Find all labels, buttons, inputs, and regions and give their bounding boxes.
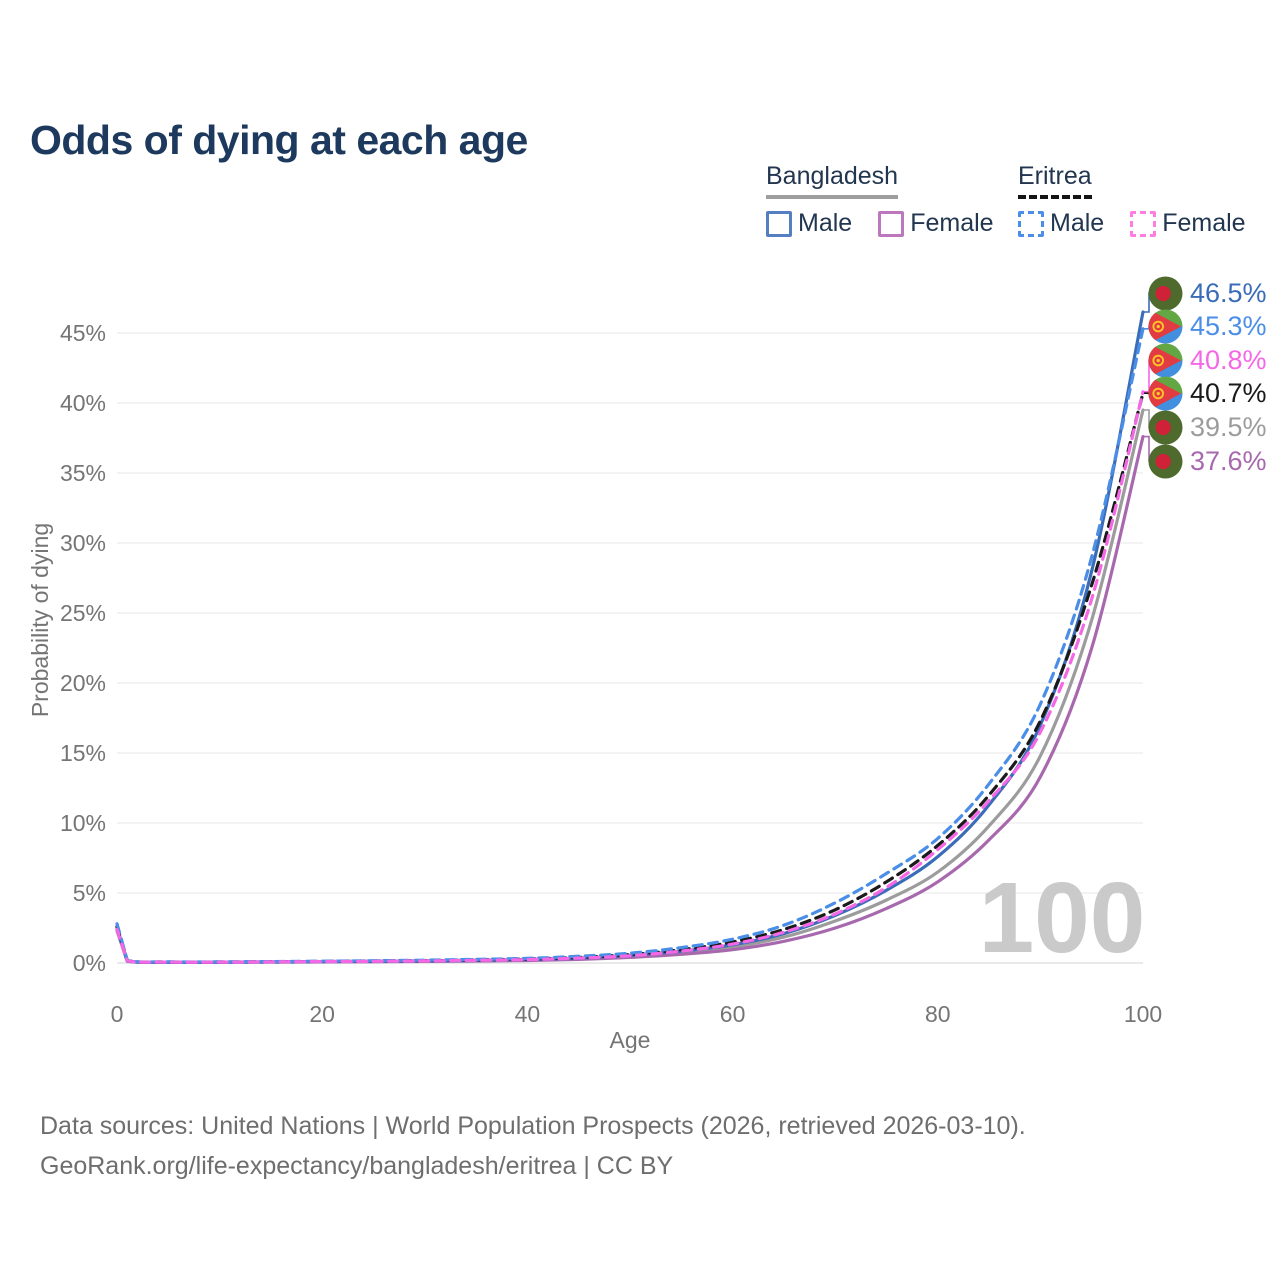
legend-item-bangladesh-female[interactable]: Female — [878, 209, 994, 238]
legend-item-label: Female — [1162, 209, 1246, 237]
y-axis-tick-label: 45% — [60, 320, 106, 346]
page-title: Odds of dying at each age — [30, 117, 528, 164]
x-axis-tick-label: 40 — [515, 1001, 541, 1027]
end-label-eritrea-male: 45.3% — [1148, 309, 1267, 345]
hover-age-watermark: 100 — [979, 862, 1146, 974]
legend-item-eritrea-male[interactable]: Male — [1018, 209, 1104, 238]
x-axis-tick-label: 100 — [1124, 1001, 1162, 1027]
y-axis-tick-label: 15% — [60, 740, 106, 766]
legend-item-bangladesh-male[interactable]: Male — [766, 209, 852, 238]
bangladesh-female-swatch-icon — [878, 210, 905, 237]
legend-row-eritrea: Male Female — [1018, 209, 1246, 238]
flag-eritrea-icon — [1148, 343, 1183, 378]
end-label-value: 39.5% — [1190, 411, 1267, 442]
legend-group-bangladesh: Bangladesh Male Female — [766, 162, 994, 238]
y-axis-tick-label: 40% — [60, 390, 106, 416]
end-label-eritrea-female: 40.8% — [1148, 342, 1267, 378]
flag-bangladesh-icon — [1148, 410, 1183, 445]
legend-row-bangladesh: Male Female — [766, 209, 994, 238]
legend-group-eritrea: Eritrea Male Female — [1018, 162, 1246, 238]
x-axis-tick-label: 20 — [309, 1001, 335, 1027]
end-label-value: 46.5% — [1190, 277, 1267, 308]
flag-eritrea-icon — [1148, 376, 1183, 411]
y-axis-tick-label: 10% — [60, 810, 106, 836]
footer-data-sources: Data sources: United Nations | World Pop… — [40, 1112, 1026, 1140]
end-label-value: 45.3% — [1190, 311, 1267, 342]
y-axis-title: Probability of dying — [27, 523, 53, 717]
y-axis-tick-label: 30% — [60, 530, 106, 556]
legend-item-label: Male — [798, 209, 853, 237]
footer: Data sources: United Nations | World Pop… — [40, 1106, 1026, 1186]
y-axis-tick-label: 25% — [60, 600, 106, 626]
legend-item-label: Female — [910, 209, 994, 237]
flag-bangladesh-icon — [1148, 443, 1183, 479]
eritrea-female-swatch-icon — [1130, 210, 1157, 237]
bangladesh-male-swatch-icon — [766, 210, 792, 237]
legend-item-label: Male — [1050, 209, 1105, 237]
series-line-eritrea-female[interactable] — [115, 390, 1145, 964]
end-label-value: 40.8% — [1190, 344, 1267, 375]
legend-item-eritrea-female[interactable]: Female — [1130, 209, 1246, 238]
end-label-bangladesh-female: 37.6% — [1148, 443, 1267, 479]
end-label-value: 37.6% — [1190, 445, 1267, 476]
end-label-bangladesh-both: 39.5% — [1148, 409, 1267, 445]
end-label-bangladesh-male: 46.5% — [1148, 275, 1267, 311]
y-axis-tick-label: 5% — [73, 880, 106, 906]
legend-country-bangladesh[interactable]: Bangladesh — [766, 162, 899, 199]
flag-eritrea-icon — [1148, 309, 1183, 344]
y-axis-tick-label: 35% — [60, 460, 106, 486]
y-axis-tick-label: 0% — [73, 950, 106, 976]
eritrea-male-swatch-icon — [1018, 210, 1044, 237]
flag-bangladesh-icon — [1148, 275, 1183, 311]
x-axis-tick-label: 0 — [111, 1001, 124, 1027]
end-label-eritrea-both: 40.7% — [1148, 376, 1267, 412]
legend-country-eritrea[interactable]: Eritrea — [1018, 162, 1092, 199]
footer-attribution: GeoRank.org/life-expectancy/bangladesh/e… — [40, 1152, 674, 1180]
x-axis-title: Age — [610, 1027, 651, 1053]
x-axis-tick-label: 80 — [925, 1001, 951, 1027]
y-axis-tick-label: 20% — [60, 670, 106, 696]
x-axis-tick-label: 60 — [720, 1001, 746, 1027]
end-label-value: 40.7% — [1190, 378, 1267, 409]
